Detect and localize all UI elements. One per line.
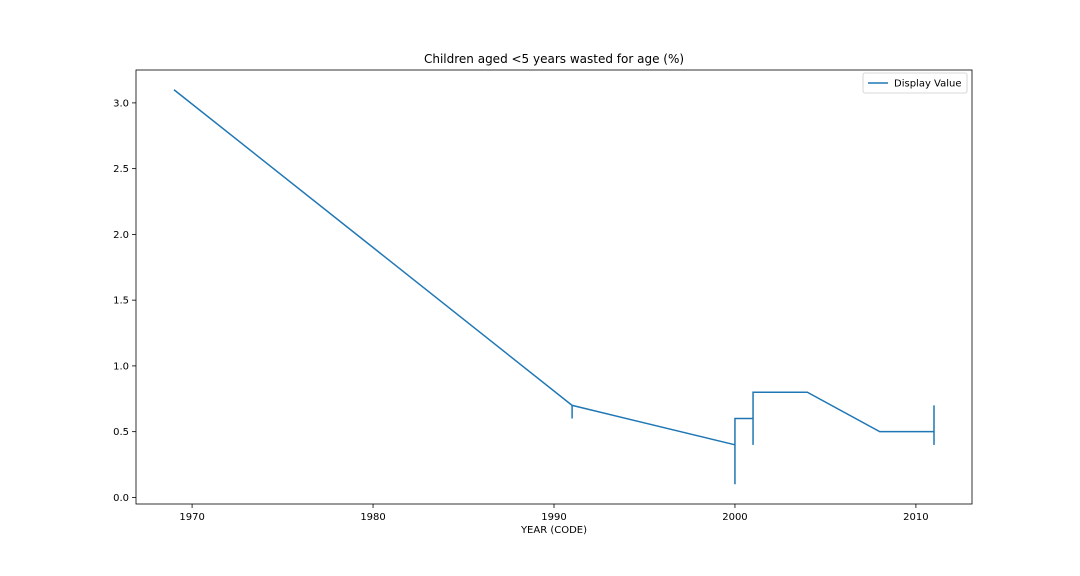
x-tick-label: 1970 xyxy=(179,512,204,523)
x-tick-label: 2000 xyxy=(722,512,747,523)
y-tick-label: 0.0 xyxy=(113,493,129,504)
x-axis-label: YEAR (CODE) xyxy=(520,525,587,536)
y-tick-label: 3.0 xyxy=(113,98,129,109)
legend-label: Display Value xyxy=(894,79,962,90)
series-line-display-value xyxy=(173,89,935,485)
plot-area xyxy=(135,69,973,505)
legend-box xyxy=(862,72,968,94)
x-tick-label: 2010 xyxy=(903,512,928,523)
legend: Display Value xyxy=(862,72,968,94)
y-tick-label: 1.5 xyxy=(113,296,129,307)
x-axis: 1970 1980 1990 2000 2010 xyxy=(179,504,929,523)
y-tick-label: 1.0 xyxy=(113,361,129,372)
x-tick-label: 1980 xyxy=(360,512,385,523)
y-tick-label: 2.5 xyxy=(113,164,129,175)
x-tick-label: 1990 xyxy=(541,512,566,523)
y-tick-label: 0.5 xyxy=(113,427,129,438)
chart-title: Children aged <5 years wasted for age (%… xyxy=(424,52,684,66)
y-axis: 0.0 0.5 1.0 1.5 2.0 2.5 3.0 xyxy=(113,98,136,504)
y-tick-label: 2.0 xyxy=(113,230,129,241)
